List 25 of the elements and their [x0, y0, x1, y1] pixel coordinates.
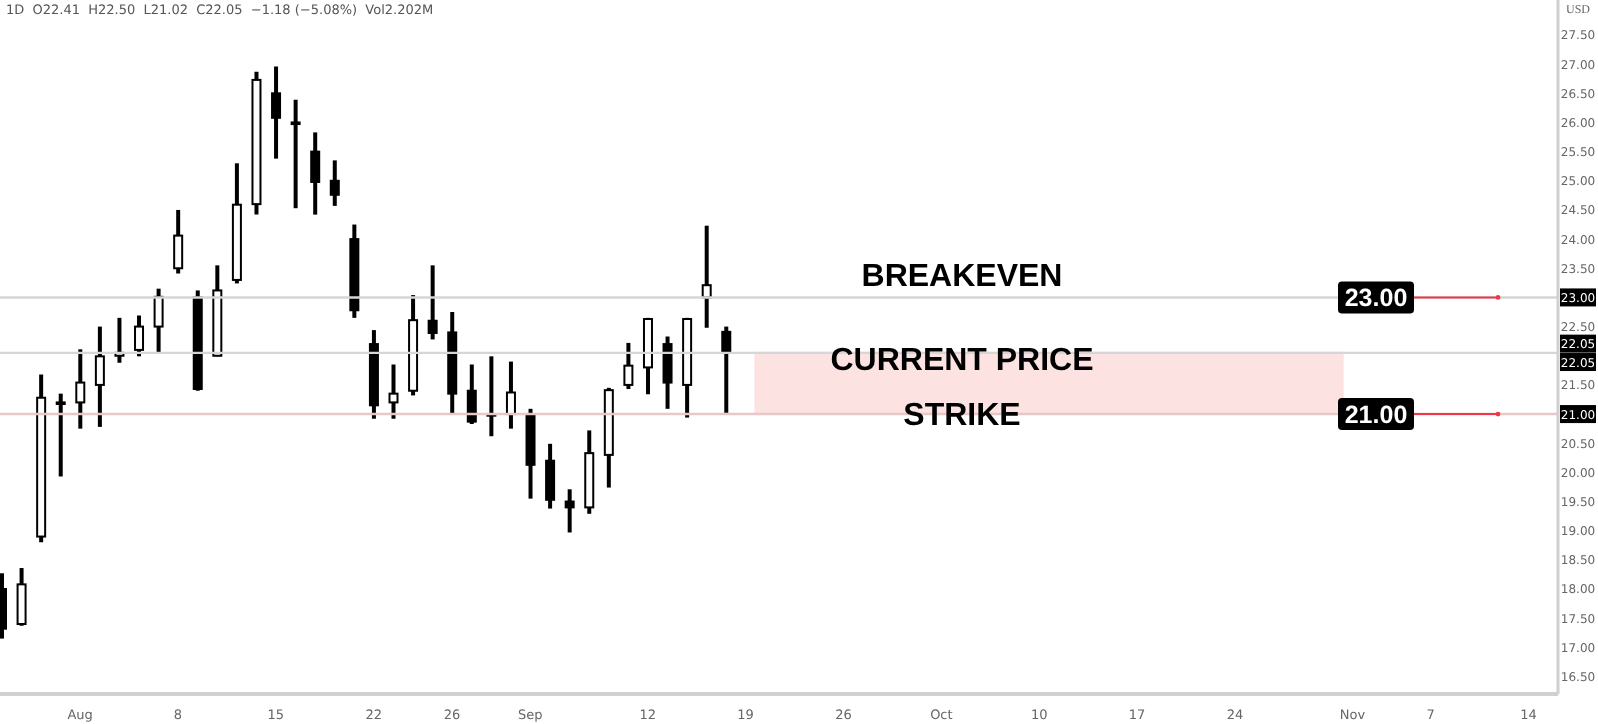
ref-line-label: 21.00 — [1344, 401, 1408, 430]
annotation: CURRENT PRICE — [830, 343, 1095, 378]
candlestick — [427, 263, 438, 342]
candlestick — [271, 64, 282, 161]
candlestick — [466, 362, 477, 426]
candlestick — [329, 158, 340, 208]
candlestick — [564, 487, 575, 535]
candlestick — [94, 324, 105, 429]
candlestick — [388, 362, 399, 421]
candlestick — [153, 286, 164, 355]
candlestick — [721, 324, 732, 415]
candlestick — [134, 313, 145, 359]
candlestick — [173, 207, 184, 276]
candlestick — [310, 130, 321, 217]
ref-line-label: 23.00 — [1344, 284, 1408, 313]
annotation: BREAKEVEN — [861, 260, 1063, 295]
candlestick — [55, 391, 66, 479]
candlestick — [662, 334, 673, 411]
candlestick — [623, 340, 634, 391]
candlestick — [545, 441, 556, 511]
candlestick — [505, 359, 516, 431]
candlestick — [290, 97, 301, 211]
annotation: STRIKE — [903, 399, 1022, 434]
candlestick — [16, 566, 27, 628]
candlestick — [75, 347, 86, 431]
